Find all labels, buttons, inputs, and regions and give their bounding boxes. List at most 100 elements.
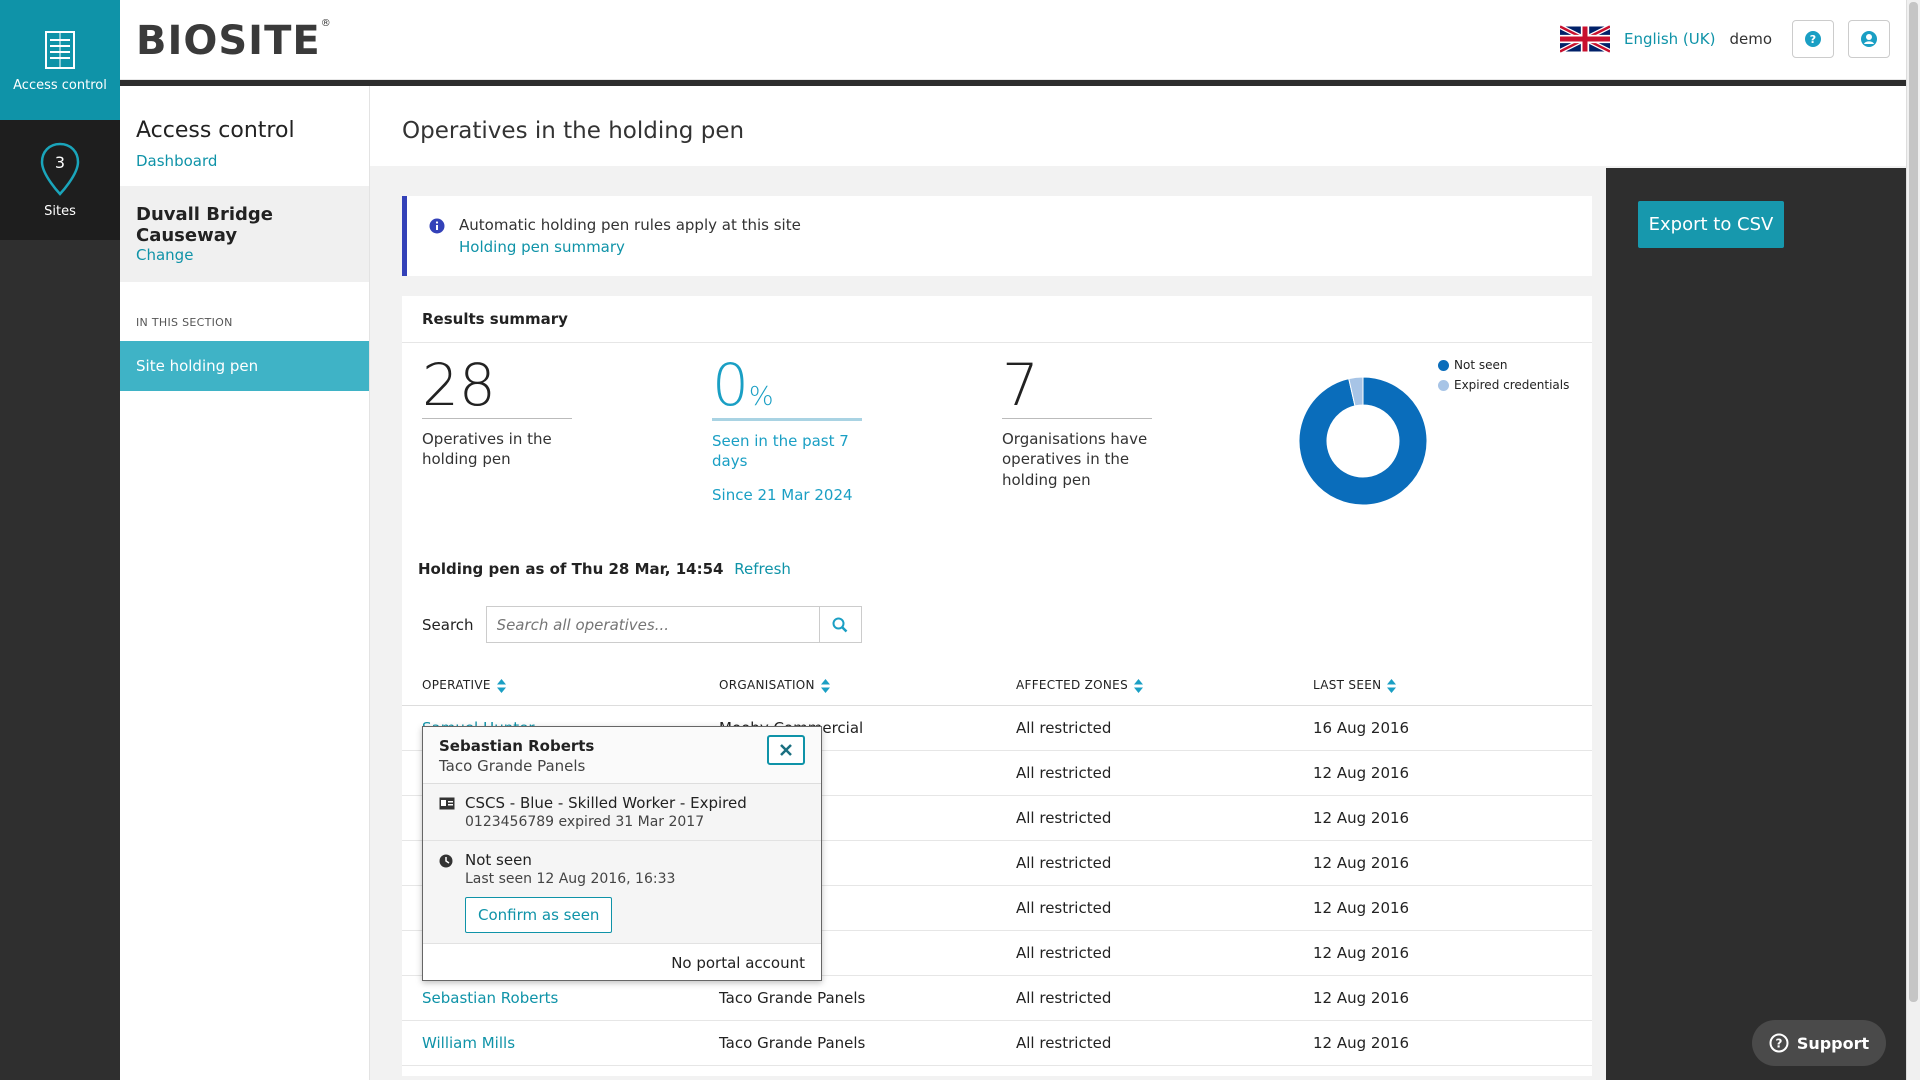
stat-seen-value: 0: [712, 351, 749, 419]
column-affected-zones[interactable]: AFFECTED ZONES: [996, 666, 1293, 706]
language-selector[interactable]: English (UK): [1624, 30, 1716, 48]
cell-operative[interactable]: Sebastian Roberts: [402, 975, 699, 1021]
column-last-seen[interactable]: LAST SEEN: [1293, 666, 1592, 706]
rail-sites[interactable]: 3 Sites: [0, 120, 120, 240]
sidebar-item-holding-pen[interactable]: Site holding pen: [120, 341, 369, 391]
search-button[interactable]: [819, 606, 862, 643]
cell-affected-zones: All restricted: [996, 705, 1293, 751]
stat-seen: 0% Seen in the past 7 days Since 21 Mar …: [712, 356, 862, 504]
help-icon: ?: [1805, 31, 1821, 47]
holding-pen-donut-chart: [1298, 376, 1428, 506]
user-name[interactable]: demo: [1729, 30, 1772, 48]
last-seen-text: Last seen 12 Aug 2016, 16:33: [465, 871, 676, 887]
cell-last-seen: 12 Aug 2016: [1293, 975, 1592, 1021]
sort-icon: [820, 678, 830, 693]
cell-affected-zones: All restricted: [996, 795, 1293, 841]
cell-last-seen: 12 Aug 2016: [1293, 930, 1592, 976]
legend-item-expired[interactable]: Expired credentials: [1438, 378, 1569, 392]
sort-icon: [1133, 678, 1143, 693]
cell-last-seen: 12 Aug 2016: [1293, 1020, 1592, 1066]
app-rail: Access control 3 Sites: [0, 0, 120, 1080]
donut-slice-expired[interactable]: [1348, 376, 1364, 407]
cell-affected-zones: All restricted: [996, 1020, 1293, 1066]
legend-label-expired: Expired credentials: [1454, 378, 1570, 392]
stat-operatives-desc: Operatives in the holding pen: [422, 430, 552, 469]
column-operative[interactable]: OPERATIVE: [402, 666, 699, 706]
access-control-icon: [45, 30, 75, 69]
cell-affected-zones: All restricted: [996, 750, 1293, 796]
donut-slice-not-seen[interactable]: [1298, 376, 1428, 506]
svg-text:?: ?: [1810, 33, 1816, 46]
support-button[interactable]: ? Support: [1752, 1020, 1886, 1066]
cell-organisation: Taco Grande Panels: [699, 1020, 996, 1066]
sort-icon: [1387, 678, 1397, 693]
biosite-logo[interactable]: BIOSITE®: [136, 18, 332, 64]
portal-account-status: No portal account: [671, 954, 805, 972]
table-row[interactable]: Sebastian Roberts Taco Grande Panels All r…: [402, 975, 1592, 1021]
holding-pen-summary-link[interactable]: Holding pen summary: [459, 238, 625, 256]
help-circle-icon: ?: [1769, 1033, 1789, 1053]
close-icon: [780, 744, 792, 756]
sort-icon: [496, 678, 506, 693]
stat-operatives-value: 28: [422, 351, 496, 419]
cell-affected-zones: All restricted: [996, 840, 1293, 886]
results-summary-title: Results summary: [402, 296, 1592, 343]
stat-seen-since[interactable]: Since 21 Mar 2024: [712, 485, 853, 504]
svg-text:?: ?: [1775, 1037, 1782, 1051]
search-label: Search: [422, 615, 474, 634]
title-bar: Operatives in the holding pen: [370, 86, 1906, 166]
stat-organisations-value: 7: [1002, 351, 1039, 419]
table-row[interactable]: William Mills Taco Grande Panels All restr…: [402, 1020, 1592, 1066]
info-banner: Automatic holding pen rules apply at thi…: [402, 196, 1592, 276]
chart-legend: Not seen Expired credentials: [1438, 358, 1569, 398]
popover-operative-name: Sebastian Roberts: [439, 737, 595, 755]
as-of-text: Holding pen as of Thu 28 Mar, 14:54: [418, 560, 724, 578]
support-label: Support: [1796, 1033, 1870, 1053]
help-button[interactable]: ?: [1792, 20, 1834, 58]
cell-last-seen: 12 Aug 2016: [1293, 750, 1592, 796]
close-popover-button[interactable]: [767, 735, 805, 765]
popover-organisation: Taco Grande Panels: [439, 757, 586, 775]
holding-pen-timestamp: Holding pen as of Thu 28 Mar, 14:54 Refr…: [418, 560, 791, 578]
status-text: Not seen: [465, 851, 532, 869]
search-input[interactable]: [485, 606, 820, 643]
legend-label-not-seen: Not seen: [1454, 358, 1508, 372]
cell-operative[interactable]: William Mills: [402, 1020, 699, 1066]
rail-access-label: Access control: [13, 77, 107, 93]
sites-count: 3: [55, 153, 65, 172]
refresh-link[interactable]: Refresh: [734, 560, 791, 578]
stat-seen-unit: %: [748, 382, 774, 412]
account-button[interactable]: [1848, 20, 1890, 58]
cell-affected-zones: All restricted: [996, 885, 1293, 931]
stat-organisations: 7 Organisations have operatives in the h…: [1002, 356, 1152, 490]
in-section-heading: IN THIS SECTION: [136, 316, 233, 329]
popover-credential: CSCS - Blue - Skilled Worker - Expired 0…: [423, 784, 821, 841]
site-name: Duvall Bridge Causeway: [136, 204, 273, 246]
credential-expiry: 0123456789 expired 31 Mar 2017: [465, 814, 705, 830]
uk-flag-icon[interactable]: [1560, 22, 1610, 56]
action-panel: Export to CSV: [1606, 168, 1906, 1080]
stat-operatives: 28 Operatives in the holding pen: [422, 356, 572, 470]
legend-item-not-seen[interactable]: Not seen: [1438, 358, 1569, 372]
column-organisation[interactable]: ORGANISATION: [699, 666, 996, 706]
section-sidebar: Access control Dashboard Duvall Bridge C…: [120, 86, 370, 1080]
dashboard-link[interactable]: Dashboard: [136, 152, 218, 170]
credential-title: CSCS - Blue - Skilled Worker - Expired: [465, 794, 747, 812]
info-text: Automatic holding pen rules apply at thi…: [459, 216, 801, 234]
popover-status: Not seen Last seen 12 Aug 2016, 16:33 Co…: [423, 841, 821, 944]
info-icon: [429, 218, 445, 234]
rail-access-control[interactable]: Access control: [0, 0, 120, 120]
search-bar: Search: [422, 606, 862, 643]
clock-icon: [439, 854, 453, 868]
user-icon: [1861, 31, 1877, 47]
cell-organisation: Taco Grande Panels: [699, 975, 996, 1021]
confirm-seen-button[interactable]: Confirm as seen: [465, 897, 613, 933]
change-site-link[interactable]: Change: [136, 246, 194, 264]
site-box: Duvall Bridge Causeway Change: [120, 186, 369, 282]
stat-seen-desc[interactable]: Seen in the past 7 days: [712, 432, 849, 471]
map-pin-icon: 3: [40, 142, 80, 196]
cell-affected-zones: All restricted: [996, 930, 1293, 976]
page-scrollbar[interactable]: [1906, 0, 1920, 1080]
export-csv-button[interactable]: Export to CSV: [1638, 201, 1784, 248]
top-header: BIOSITE® English (UK) demo ?: [120, 0, 1906, 80]
